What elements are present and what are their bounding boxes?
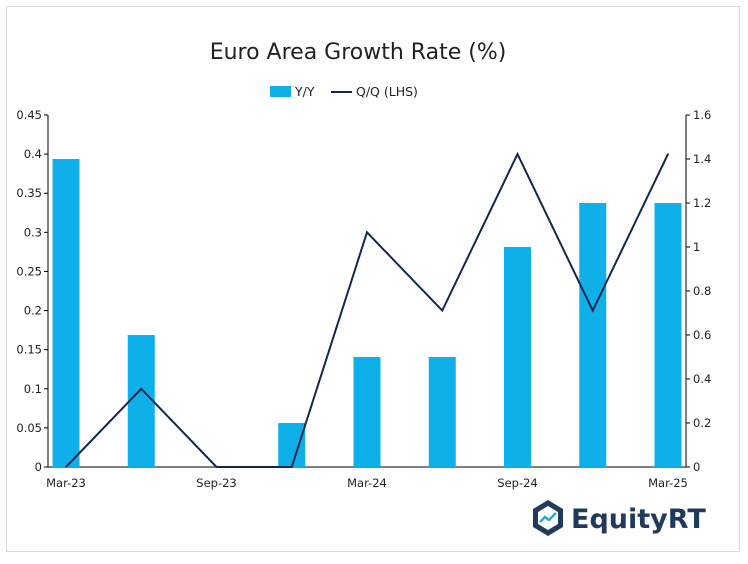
right-tick-label: 1.4 <box>693 152 711 166</box>
bar-yy <box>353 357 381 467</box>
right-tick-label: 0.2 <box>693 416 711 430</box>
left-tick-label: 0 <box>35 460 42 474</box>
right-tick-label: 0.4 <box>693 372 711 386</box>
point-qq <box>441 309 444 312</box>
left-tick-label: 0.4 <box>24 147 42 161</box>
bar-yy <box>127 335 155 467</box>
bar-yy <box>654 203 682 467</box>
point-qq <box>215 466 218 468</box>
bar-yy <box>504 247 531 467</box>
x-tick-label: Mar-24 <box>347 476 387 490</box>
point-qq <box>366 231 368 234</box>
legend-label-qq: Q/Q (LHS) <box>356 84 418 99</box>
chart-title: Euro Area Growth Rate (%) <box>210 40 507 65</box>
right-tick-label: 0.8 <box>693 284 711 298</box>
bar-series <box>52 159 682 467</box>
bar-yy <box>428 357 456 467</box>
line-series <box>65 151 669 468</box>
left-tick-label: 0.25 <box>16 264 42 278</box>
point-qq <box>140 387 143 390</box>
right-tick-label: 1 <box>693 240 700 254</box>
left-tick-label: 0.2 <box>24 304 42 318</box>
axes: 0 0.05 0.1 0.15 0.2 0.25 0.3 0.35 0.4 0.45 0 0.2 0.4… <box>16 108 711 490</box>
left-tick-label: 0.15 <box>16 343 42 357</box>
x-tick-label: Sep-24 <box>497 476 537 490</box>
bar-yy <box>52 159 80 467</box>
point-qq <box>65 466 67 468</box>
point-qq <box>591 309 594 312</box>
right-tick-label: 0.6 <box>693 328 711 342</box>
right-tick-label: 1.2 <box>693 196 711 210</box>
left-tick-label: 0.05 <box>16 421 42 435</box>
right-tick-label: 1.6 <box>693 108 711 122</box>
bar-yy <box>579 203 607 467</box>
x-tick-label: Mar-25 <box>648 476 688 490</box>
left-tick-label: 0.35 <box>16 186 42 200</box>
left-tick-label: 0.1 <box>24 382 42 396</box>
left-tick-label: 0.45 <box>16 108 42 122</box>
brand-name: EquityRT <box>571 504 706 535</box>
point-qq <box>667 153 669 155</box>
x-tick-label: Mar-23 <box>46 476 86 490</box>
x-tick-label: Sep-23 <box>196 476 236 490</box>
legend: Y/Y Q/Q (LHS) <box>270 84 418 99</box>
point-qq <box>290 466 293 468</box>
equityrt-logo: EquityRT <box>533 500 706 536</box>
left-tick-label: 0.3 <box>24 225 42 239</box>
point-qq <box>516 153 519 155</box>
bar-yy <box>278 423 306 467</box>
legend-label-yy: Y/Y <box>294 84 315 99</box>
right-tick-label: 0 <box>693 460 700 474</box>
legend-swatch-yy <box>270 86 291 97</box>
